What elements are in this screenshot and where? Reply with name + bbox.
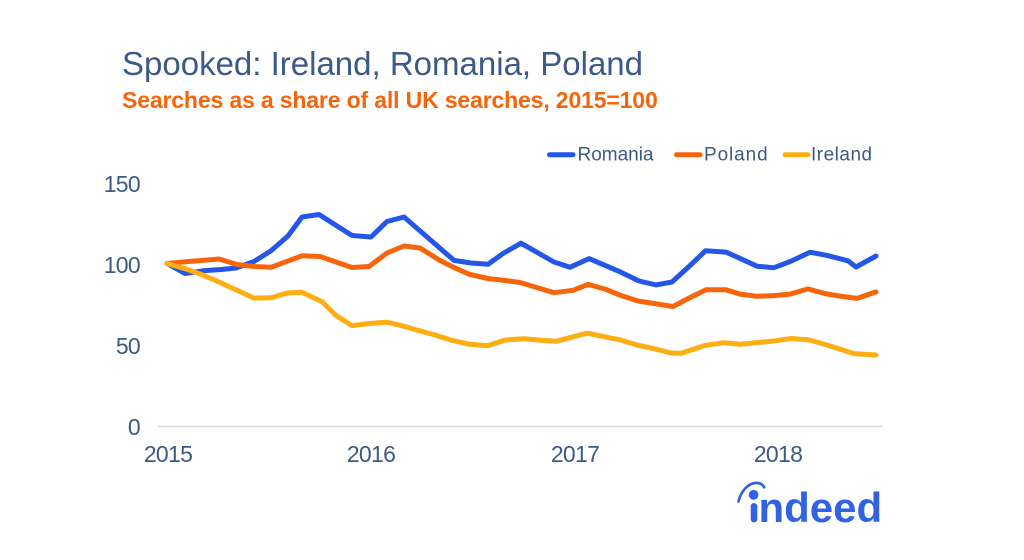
- svg-text:Romania: Romania: [578, 145, 654, 166]
- svg-text:2017: 2017: [551, 441, 599, 467]
- svg-text:2016: 2016: [347, 441, 395, 467]
- svg-text:100: 100: [104, 252, 140, 278]
- svg-text:150: 150: [104, 171, 140, 197]
- svg-text:2015: 2015: [144, 441, 192, 467]
- svg-text:Searches as a share of all UK: Searches as a share of all UK searches, …: [122, 87, 658, 113]
- svg-text:0: 0: [128, 414, 140, 440]
- svg-text:50: 50: [116, 333, 140, 359]
- svg-text:Ireland: Ireland: [811, 145, 873, 166]
- svg-text:Spooked: Ireland, Romania, Pol: Spooked: Ireland, Romania, Poland: [122, 45, 643, 82]
- svg-text:Poland: Poland: [704, 145, 769, 166]
- svg-text:ndeed: ndeed: [759, 484, 883, 531]
- svg-text:2018: 2018: [754, 441, 802, 467]
